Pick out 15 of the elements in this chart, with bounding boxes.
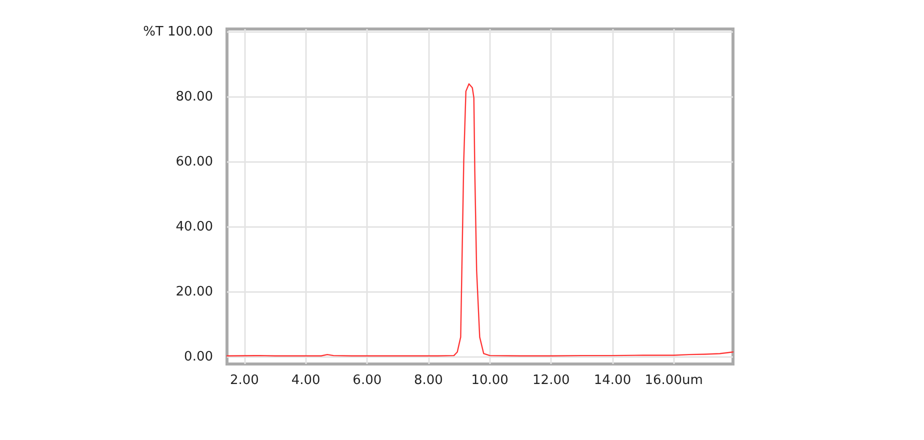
x-tick-label: 2.00 [230, 373, 259, 388]
y-tick-label: 40.00 [176, 220, 213, 235]
x-tick-label: 14.00 [594, 373, 632, 388]
y-tick-label: %T 100.00 [143, 24, 213, 40]
y-tick-label: 0.00 [184, 349, 213, 364]
line-series [226, 83, 734, 356]
x-tick-label: 16.00um [644, 373, 703, 388]
x-tick-label: 8.00 [414, 373, 443, 388]
y-tick-label: 20.00 [176, 284, 213, 300]
x-tick-label: 10.00 [471, 373, 508, 388]
x-tick-label: 12.00 [532, 373, 570, 388]
y-tick-label: 80.00 [176, 90, 213, 105]
x-tick-label: 4.00 [291, 373, 320, 388]
y-tick-label: 60.00 [176, 154, 213, 170]
x-tick-label: 6.00 [352, 373, 382, 388]
